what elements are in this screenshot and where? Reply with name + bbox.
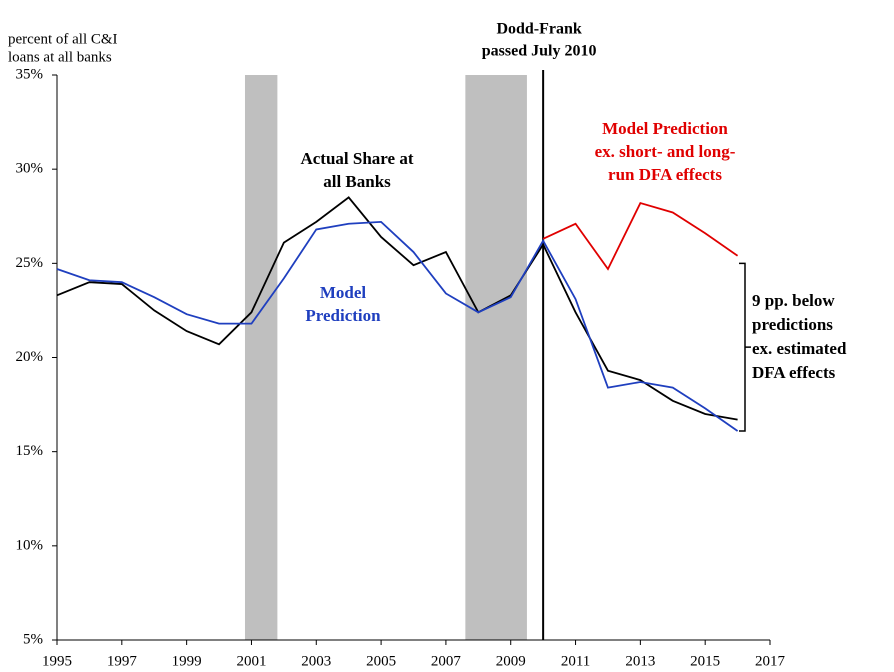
- series-line: [56, 220, 739, 432]
- x-tick-label: 2003: [301, 653, 331, 669]
- x-tick-label: 2017: [755, 653, 786, 669]
- series-label: ex. short- and long-: [595, 142, 736, 161]
- bracket-note: ex. estimated: [752, 339, 847, 358]
- y-axis-label: loans at all banks: [8, 49, 112, 65]
- y-tick-label: 15%: [16, 443, 44, 459]
- x-tick-label: 2015: [690, 653, 720, 669]
- bracket: [739, 262, 751, 432]
- x-tick-label: 2001: [236, 653, 266, 669]
- y-axis-label: percent of all C&I: [8, 31, 118, 47]
- bracket-note: DFA effects: [752, 363, 836, 382]
- bracket-note: predictions: [752, 315, 833, 334]
- recession-band: [465, 75, 527, 640]
- x-tick-label: 2011: [561, 653, 590, 669]
- series-label: Prediction: [305, 306, 381, 325]
- series-label: Model Prediction: [602, 119, 728, 138]
- y-tick-label: 25%: [16, 255, 44, 271]
- x-tick-label: 2013: [625, 653, 655, 669]
- event-label: Dodd-Frank: [496, 21, 581, 38]
- series-line: [542, 201, 739, 271]
- recession-band: [244, 75, 278, 640]
- x-tick-label: 2005: [366, 653, 396, 669]
- x-tick-label: 1995: [42, 653, 72, 669]
- series-label: run DFA effects: [608, 165, 722, 184]
- x-tick-label: 1999: [172, 653, 202, 669]
- series-line: [56, 196, 738, 421]
- series-label: Model: [320, 283, 367, 302]
- bracket-note: 9 pp. below: [752, 291, 835, 310]
- x-tick-label: 1997: [107, 653, 138, 669]
- series-label: Actual Share at: [300, 149, 413, 168]
- event-label: passed July 2010: [482, 43, 597, 60]
- x-tick-label: 2007: [431, 653, 462, 669]
- y-tick-label: 10%: [16, 537, 44, 553]
- y-tick-label: 30%: [16, 161, 44, 177]
- x-tick-label: 2009: [496, 653, 526, 669]
- y-tick-label: 5%: [23, 631, 43, 647]
- series-label: all Banks: [323, 172, 391, 191]
- y-tick-label: 35%: [16, 66, 44, 82]
- y-tick-label: 20%: [16, 349, 44, 365]
